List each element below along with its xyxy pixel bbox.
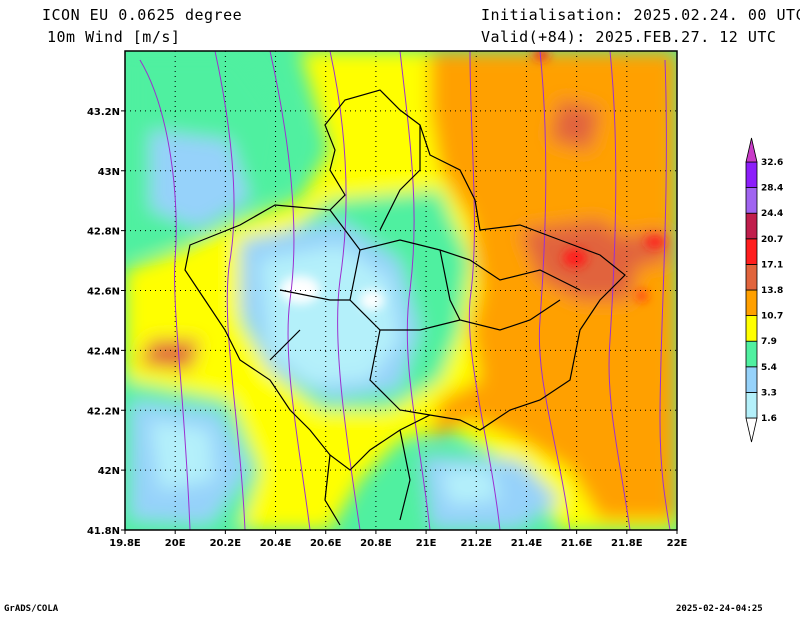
colorbar-swatch xyxy=(745,263,758,291)
lon-tick-label: 20.2E xyxy=(210,538,242,549)
streamline xyxy=(468,51,501,530)
lon-tick-label: 20.8E xyxy=(360,538,392,549)
lon-tick-label: 21.2E xyxy=(461,538,493,549)
colorbar-over-arrow xyxy=(745,137,758,163)
colorbar-level-label: 3.3 xyxy=(761,388,777,398)
inner-boundary xyxy=(439,249,561,331)
colorbar-level-label: 5.4 xyxy=(761,363,777,373)
inner-boundary xyxy=(279,289,350,301)
lat-tick-label: 41.8N xyxy=(87,526,120,537)
colorbar-level-label: 10.7 xyxy=(761,312,783,322)
wind-streamlines xyxy=(139,51,671,530)
colorbar-level-label: 7.9 xyxy=(761,337,777,347)
colorbar-swatch xyxy=(745,366,758,393)
colorbar-level-label: 24.4 xyxy=(761,209,783,219)
colorbar-level-label: 1.6 xyxy=(761,414,777,424)
longitude-ticks: 19.8E 20E 20.2E 20.4E 20.6E 20.8E 21E 21.2E 21.4… xyxy=(109,530,688,549)
lon-tick-label: 22E xyxy=(667,538,688,549)
colorbar-swatch xyxy=(745,289,758,317)
valid-time: Valid(+84): 2025.FEB.27. 12 UTC xyxy=(481,28,777,46)
inner-boundary xyxy=(399,429,411,521)
lat-tick-label: 42.4N xyxy=(87,346,120,357)
colorbar-swatch xyxy=(745,391,758,419)
streamline xyxy=(399,51,431,530)
lon-tick-label: 21.4E xyxy=(511,538,543,549)
inner-boundary xyxy=(324,454,341,526)
initialisation-time: Initialisation: 2025.02.24. 00 UTC xyxy=(481,6,800,24)
streamline xyxy=(608,51,631,530)
lon-tick-label: 21E xyxy=(416,538,437,549)
streamline xyxy=(329,51,361,530)
inner-boundary xyxy=(329,209,471,261)
lon-tick-label: 20.4E xyxy=(260,538,292,549)
colorbar-level-label: 28.4 xyxy=(761,184,783,194)
lon-tick-label: 19.8E xyxy=(109,538,141,549)
colorbar-level-label: 17.1 xyxy=(761,260,783,270)
streamline xyxy=(269,51,311,530)
colorbar-swatch xyxy=(745,315,758,342)
admin-boundaries xyxy=(184,89,626,526)
lat-tick-label: 42.2N xyxy=(87,406,120,417)
lon-tick-label: 20E xyxy=(165,538,186,549)
outer-boundary xyxy=(184,89,626,471)
lon-tick-label: 20.6E xyxy=(310,538,342,549)
software-credit: GrADS/COLA xyxy=(4,604,59,614)
lat-tick-label: 43.2N xyxy=(87,107,120,118)
colorbar-under-arrow xyxy=(745,417,758,443)
model-title: ICON EU 0.0625 degree xyxy=(42,6,243,24)
colorbar-level-label: 20.7 xyxy=(761,235,783,245)
inner-boundary xyxy=(379,125,421,231)
colorbar-level-label: 32.6 xyxy=(761,158,783,168)
colorbar-swatch xyxy=(745,340,758,368)
lon-tick-label: 21.8E xyxy=(611,538,643,549)
variable-title: 10m Wind [m/s] xyxy=(47,28,181,46)
lat-tick-label: 42N xyxy=(98,466,120,477)
lon-tick-label: 21.6E xyxy=(561,538,593,549)
inner-boundary xyxy=(469,259,581,291)
colorbar-swatch xyxy=(745,212,758,240)
inner-boundary xyxy=(369,329,431,416)
lat-tick-label: 42.6N xyxy=(87,287,120,298)
colorbar-level-label: 13.8 xyxy=(761,286,783,296)
render-timestamp: 2025-02-24-04:25 xyxy=(676,604,763,614)
lat-tick-label: 42.8N xyxy=(87,227,120,238)
colorbar-swatch xyxy=(745,187,758,214)
streamline xyxy=(659,59,671,530)
inner-boundary xyxy=(269,329,301,361)
streamline xyxy=(139,59,191,530)
lat-tick-label: 43N xyxy=(98,167,120,178)
streamline xyxy=(538,51,571,530)
streamline xyxy=(214,51,246,530)
colorbar-swatch xyxy=(745,161,758,189)
colorbar: 1.6 3.3 5.4 7.9 10.7 13.8 17.1 20.7 24.4 28.4 32.6 xyxy=(745,137,783,443)
colorbar-swatch xyxy=(745,238,758,265)
wind-speed-field xyxy=(125,51,677,530)
latitude-ticks: 41.8N 42N 42.2N 42.4N 42.6N 42.8N 43N 43.2N xyxy=(87,107,125,537)
